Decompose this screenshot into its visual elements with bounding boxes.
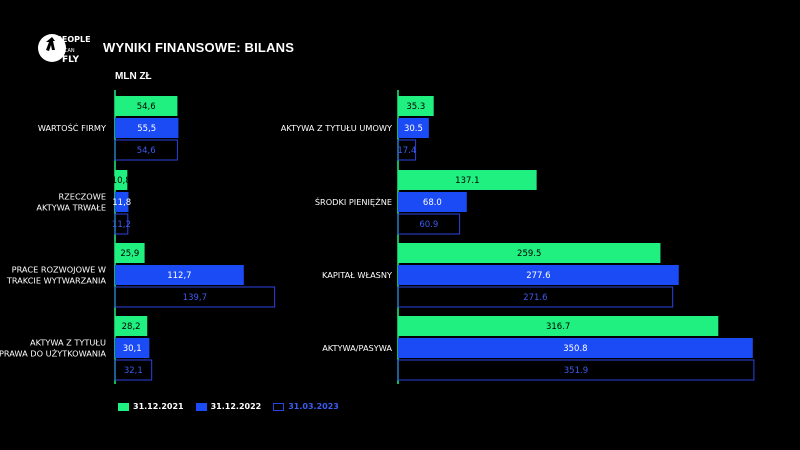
legend-label-2022: 31.12.2022 [210, 402, 262, 411]
data-label: 54,6 [137, 102, 156, 112]
svg-text:CAN: CAN [64, 48, 75, 54]
legend-item-2023: 31.03.2023 [273, 402, 339, 411]
category-label: AKTYWA Z TYTUŁU [30, 338, 106, 348]
bar-31-12-2022 [398, 192, 467, 212]
data-label: 54,6 [137, 146, 156, 156]
data-label: 68.0 [423, 198, 442, 208]
category-label: TRAKCIE WYTWARZANIA [6, 276, 107, 286]
category-label: AKTYWA Z TYTUŁU UMOWY [281, 123, 393, 133]
category-label: PRACE ROZWOJOWE W [12, 265, 106, 275]
svg-text:PEOPLE: PEOPLE [56, 35, 91, 44]
data-label: 316.7 [546, 322, 570, 332]
bar-31-12-2022 [398, 265, 679, 285]
legend-swatch-2023 [273, 402, 285, 411]
category-label: ŚRODKI PIENIĘŻNE [315, 196, 392, 207]
data-label: 55,5 [137, 124, 156, 134]
bar-31-03-2023 [397, 359, 755, 381]
data-label: 25,9 [120, 249, 139, 259]
legend-swatch-2021 [118, 402, 129, 411]
bar-31-12-2021 [398, 170, 537, 190]
bar-31-12-2022 [115, 338, 150, 358]
data-label: 271.6 [523, 293, 547, 303]
category-label: KAPITAŁ WŁASNY [322, 270, 393, 280]
bar-31-03-2023 [397, 139, 417, 161]
data-label: 60.9 [419, 220, 438, 230]
bar-31-12-2021 [115, 170, 128, 190]
data-label: 28,2 [122, 322, 141, 332]
data-label: 10,8 [112, 176, 131, 186]
bar-31-12-2021 [115, 316, 148, 336]
data-label: 30.5 [404, 124, 423, 134]
data-label: 32,1 [124, 366, 143, 376]
bar-31-03-2023 [397, 286, 674, 308]
bar-31-12-2022 [115, 192, 129, 212]
category-label: PRAWA DO UŻYTKOWANIA [0, 349, 106, 359]
category-label: RZECZOWE [58, 192, 106, 202]
data-label: 30,1 [123, 344, 142, 354]
legend-item-2021: 31.12.2021 [118, 402, 184, 411]
data-label: 17.4 [397, 146, 416, 156]
data-label: 35.3 [406, 102, 425, 112]
bar-31-03-2023 [114, 286, 276, 308]
category-label: WARTOŚĆ FIRMY [38, 122, 107, 133]
data-label: 351.9 [564, 366, 588, 376]
bar-31-12-2021 [115, 243, 145, 263]
data-label: 11,2 [112, 220, 131, 230]
bar-31-03-2023 [114, 139, 178, 161]
data-label: 350.8 [563, 344, 587, 354]
bar-31-12-2021 [115, 96, 178, 116]
svg-text:FLY: FLY [62, 55, 79, 65]
bar-31-12-2022 [398, 338, 753, 358]
data-label: 11,8 [112, 198, 131, 208]
category-label: AKTYWA TRWAŁE [36, 203, 106, 213]
bar-31-12-2021 [398, 243, 661, 263]
bar-31-12-2022 [115, 265, 244, 285]
data-label: 277.6 [526, 271, 550, 281]
bar-31-03-2023 [114, 213, 129, 235]
bar-31-03-2023 [397, 213, 461, 235]
page-title: WYNIKI FINANSOWE: BILANS [103, 40, 295, 55]
data-label: 259.5 [517, 249, 541, 259]
category-label: AKTYWA/PASYWA [322, 343, 392, 353]
data-label: 139,7 [183, 293, 207, 303]
bar-31-12-2022 [115, 118, 179, 138]
bar-31-12-2021 [398, 316, 719, 336]
legend-item-2022: 31.12.2022 [195, 402, 262, 411]
data-label: 112,7 [167, 271, 191, 281]
bar-31-12-2022 [398, 118, 429, 138]
data-label: 137.1 [455, 176, 479, 186]
legend-swatch-2022 [195, 402, 207, 411]
legend: 31.12.2021 31.12.2022 31.03.2023 [118, 402, 339, 411]
unit-label: MLN ZŁ [115, 71, 152, 82]
people-can-fly-logo: PEOPLE CAN FLY [38, 34, 91, 65]
bar-31-03-2023 [114, 359, 153, 381]
bar-31-12-2021 [398, 96, 434, 116]
legend-label-2021: 31.12.2021 [133, 402, 184, 411]
legend-label-2023: 31.03.2023 [288, 402, 339, 411]
